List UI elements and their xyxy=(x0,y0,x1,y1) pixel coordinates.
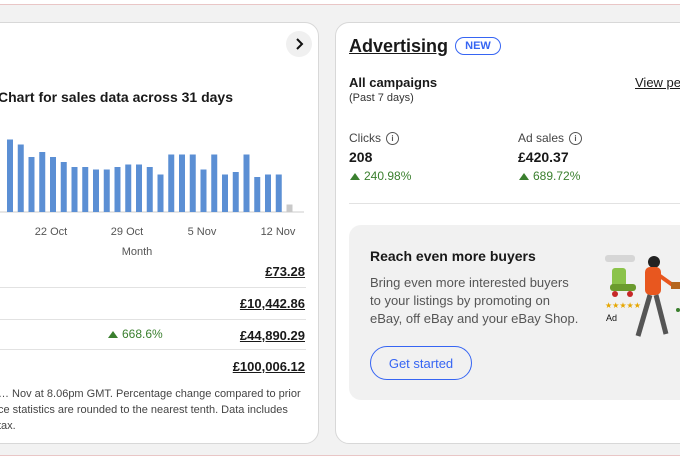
chevron-right-icon xyxy=(296,38,304,50)
all-campaigns-label: All campaigns xyxy=(349,75,438,90)
top-border xyxy=(0,0,680,5)
promo-illustration: ★★★★★ Ad xyxy=(605,255,680,337)
ad-sales-change: 689.72% xyxy=(519,169,580,183)
bottom-border xyxy=(0,455,680,459)
chart-bar xyxy=(222,174,228,212)
chart-bar xyxy=(82,167,89,212)
x-tick-label: 22 Oct xyxy=(35,226,67,238)
chart-bar xyxy=(146,167,153,212)
chart-bar xyxy=(200,169,207,212)
ad-sales-value: £420.37 xyxy=(518,149,569,165)
info-icon[interactable]: i xyxy=(569,132,583,145)
clicks-change: 240.98% xyxy=(350,169,411,183)
sales-change: 668.6% xyxy=(108,327,163,341)
promo-body-line: Bring even more interested buyers xyxy=(370,275,569,290)
clicks-metric: Clicks i xyxy=(349,131,399,145)
divider xyxy=(0,287,306,288)
x-tick-label: 29 Oct xyxy=(111,226,143,238)
sales-bar-chart: 22 Oct 29 Oct 5 Nov 12 Nov Month xyxy=(0,139,304,258)
chart-bar xyxy=(211,154,218,212)
person-torso xyxy=(645,267,661,295)
up-arrow-icon xyxy=(350,172,360,180)
person-head xyxy=(648,256,660,268)
promo-body-line: eBay, off eBay and your eBay Shop. xyxy=(370,311,579,326)
new-badge: NEW xyxy=(455,37,501,55)
promo-panel xyxy=(349,225,680,400)
rating-stars-icon: ★★★★★ xyxy=(605,301,641,310)
chart-bar xyxy=(17,144,24,212)
chart-bar xyxy=(125,164,132,212)
clicks-value: 208 xyxy=(349,149,373,165)
chart-bar xyxy=(286,204,293,212)
roller-skate-icon xyxy=(612,268,626,288)
chart-bar xyxy=(7,139,13,212)
chart-bar xyxy=(50,157,56,212)
chart-bar xyxy=(243,154,250,212)
advertising-title[interactable]: Advertising xyxy=(349,36,449,56)
chart-bar xyxy=(114,167,121,212)
chart-bar xyxy=(157,174,164,212)
x-tick-label: 12 Nov xyxy=(261,226,296,238)
chart-bar xyxy=(103,169,110,212)
divider xyxy=(0,349,306,350)
next-arrow-button[interactable] xyxy=(286,31,312,57)
sales-amount-4[interactable]: £100,006.12 xyxy=(232,359,305,374)
chart-bar xyxy=(179,154,185,212)
chart-bar xyxy=(93,169,99,212)
divider xyxy=(0,319,306,320)
chart-bar xyxy=(136,164,142,212)
up-arrow-icon xyxy=(108,330,118,338)
chart-bar xyxy=(71,167,78,212)
up-arrow-icon xyxy=(519,172,529,180)
ad-sales-change-value: 689.72% xyxy=(533,169,581,183)
promo-title: Reach even more buyers xyxy=(370,248,536,264)
ad-sales-metric: Ad sales i xyxy=(518,131,583,145)
note-line: … Nov at 8.06pm GMT. Percentage change c… xyxy=(0,388,301,400)
note-line: ce statistics are rounded to the nearest… xyxy=(0,404,288,416)
chart-title: Chart for sales data across 31 days xyxy=(0,89,234,105)
chart-bar xyxy=(39,152,46,212)
sales-card xyxy=(0,22,319,444)
chart-bar xyxy=(60,162,67,212)
chart-bar xyxy=(28,157,35,212)
promo-body: Bring even more interested buyers to you… xyxy=(370,274,578,328)
promo-body-line: to your listings by promoting on xyxy=(370,293,550,308)
period-label: (Past 7 days) xyxy=(349,92,414,104)
clicks-change-value: 240.98% xyxy=(364,169,412,183)
chart-bar xyxy=(275,174,282,212)
note-line: tax. xyxy=(0,420,16,432)
ad-label: Ad xyxy=(606,313,617,323)
x-tick-label: 5 Nov xyxy=(188,226,217,238)
info-icon[interactable]: i xyxy=(386,132,399,145)
sales-amount-3[interactable]: £44,890.29 xyxy=(239,328,305,343)
view-link[interactable]: View pe xyxy=(635,75,680,90)
x-axis-label: Month xyxy=(122,246,153,258)
sales-change-value: 668.6% xyxy=(122,327,163,341)
chart-bar xyxy=(168,154,175,212)
placeholder-bar xyxy=(605,255,635,262)
ad-sales-label: Ad sales xyxy=(518,131,565,145)
clicks-label: Clicks xyxy=(349,131,381,145)
disclaimer-note: … Nov at 8.06pm GMT. Percentage change c… xyxy=(0,386,303,434)
sales-amount-2[interactable]: £10,442.86 xyxy=(239,296,305,311)
sales-amount-1[interactable]: £73.28 xyxy=(265,264,305,279)
chart-bar xyxy=(254,177,261,212)
get-started-button[interactable]: Get started xyxy=(370,346,472,380)
chart-bar xyxy=(265,174,271,212)
chart-bar xyxy=(189,154,196,212)
chart-bar xyxy=(232,172,239,212)
divider xyxy=(349,203,680,204)
